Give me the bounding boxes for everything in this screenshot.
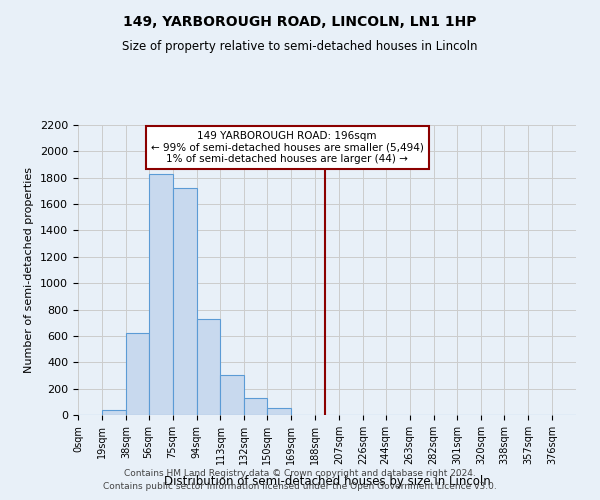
Y-axis label: Number of semi-detached properties: Number of semi-detached properties bbox=[25, 167, 34, 373]
Text: Contains public sector information licensed under the Open Government Licence v3: Contains public sector information licen… bbox=[103, 482, 497, 491]
Text: 149 YARBOROUGH ROAD: 196sqm
← 99% of semi-detached houses are smaller (5,494)
1%: 149 YARBOROUGH ROAD: 196sqm ← 99% of sem… bbox=[151, 131, 424, 164]
Bar bbox=[173, 188, 197, 415]
Bar bbox=[197, 320, 220, 415]
Text: Size of property relative to semi-detached houses in Lincoln: Size of property relative to semi-detach… bbox=[122, 40, 478, 53]
Bar bbox=[244, 398, 267, 415]
Text: 149, YARBOROUGH ROAD, LINCOLN, LN1 1HP: 149, YARBOROUGH ROAD, LINCOLN, LN1 1HP bbox=[123, 15, 477, 29]
Bar bbox=[220, 376, 244, 415]
Text: Contains HM Land Registry data © Crown copyright and database right 2024.: Contains HM Land Registry data © Crown c… bbox=[124, 468, 476, 477]
Bar bbox=[102, 410, 126, 415]
X-axis label: Distribution of semi-detached houses by size in Lincoln: Distribution of semi-detached houses by … bbox=[164, 475, 490, 488]
Bar bbox=[126, 332, 149, 415]
Bar bbox=[149, 174, 173, 415]
Bar bbox=[267, 408, 291, 415]
